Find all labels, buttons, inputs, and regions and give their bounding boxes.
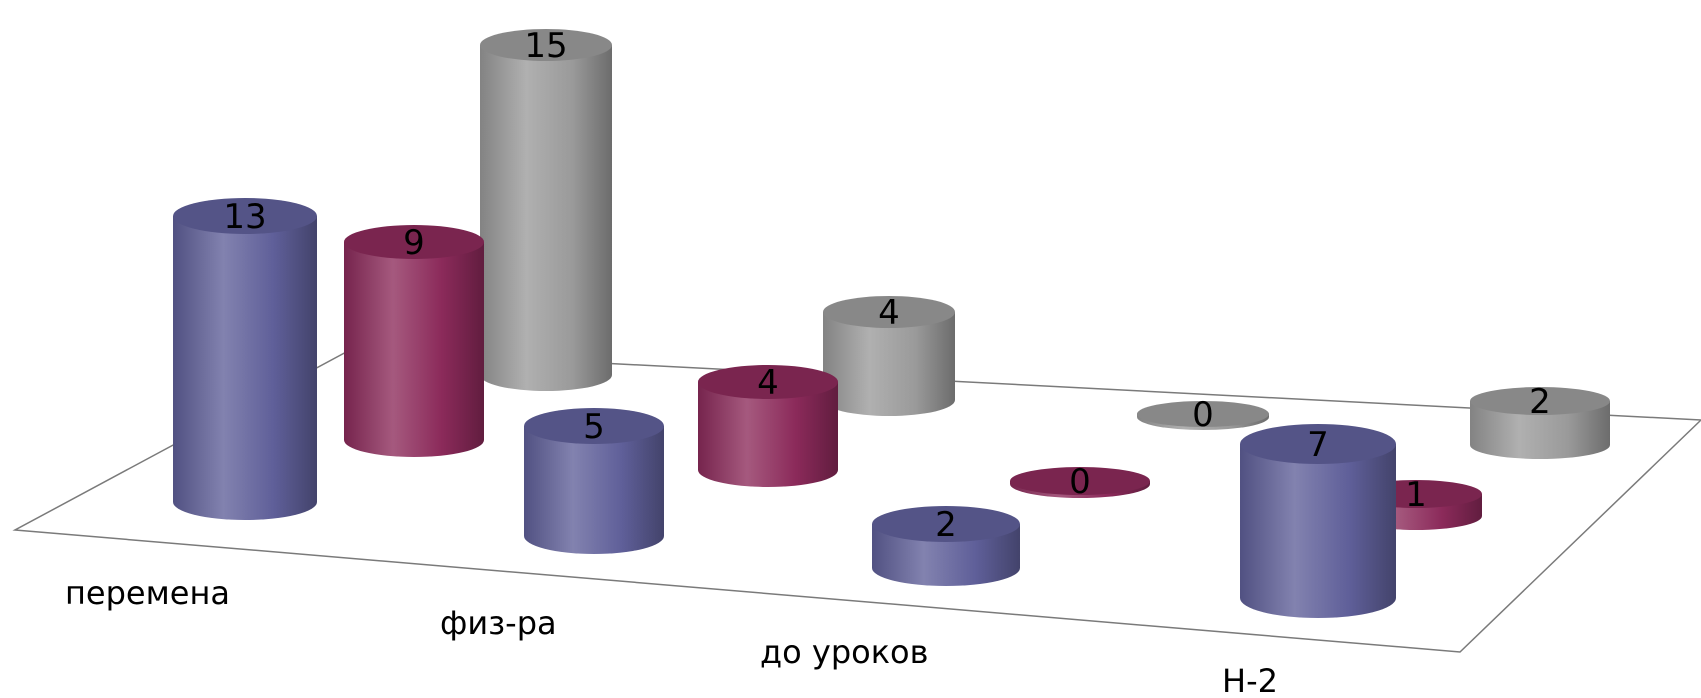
data-label: 0 [1192,395,1214,435]
data-label: 13 [223,197,266,237]
cylinder-bar: 13 [173,197,317,520]
category-label: перемена [65,574,230,612]
category-label: до уроков [760,633,928,671]
cylinder-bar: 4 [698,363,838,487]
cylinder-body [698,382,838,487]
category-label: Н-2 [1222,662,1278,698]
data-label: 1 [1405,475,1427,515]
cylinder-bar: 2 [1470,382,1610,459]
cylinder-body [1470,401,1610,459]
category-labels: перемена физ-ра до уроков Н-2 [65,574,1278,698]
cylinder-body [344,242,484,457]
cylinder-body [823,312,955,416]
cylinder-top [872,506,1020,542]
cylinder-top [1470,387,1610,415]
cylinder-top [1240,424,1396,464]
data-label: 9 [403,223,425,263]
cylinder-body [173,216,317,520]
cylinder-bar: 0 [1137,395,1269,435]
cylinder-top [173,198,317,234]
cylinder-top [1010,467,1150,495]
cylinder-top [524,408,664,444]
data-label: 15 [524,26,567,66]
cylinder-bar: 9 [344,223,484,457]
cylinder-top [480,29,612,61]
data-label: 4 [757,363,779,403]
cylinder-body [1240,444,1396,618]
bars-layer: 15 4 0 2 9 4 0 1 13 5 2 7 [173,26,1610,618]
data-label: 0 [1069,462,1091,502]
cylinder-bar: 7 [1240,424,1396,618]
data-label: 7 [1307,425,1329,465]
data-label: 2 [1529,382,1551,422]
cylinder-bar: 15 [480,26,612,391]
cylinder-top [698,365,838,399]
cylinder-top [344,225,484,259]
category-label: физ-ра [440,604,557,642]
data-label: 4 [878,293,900,333]
cylinder-bar: 4 [823,293,955,416]
cylinder-body [480,45,612,391]
cylinder-body [524,426,664,554]
cylinder-top [823,296,955,328]
cylinder-bar: 0 [1010,462,1150,502]
cylinder-top [1137,401,1269,427]
cylinder-bar: 2 [872,505,1020,586]
data-label: 2 [935,505,957,545]
cylinder-bar: 5 [524,407,664,554]
data-label: 5 [583,407,605,447]
